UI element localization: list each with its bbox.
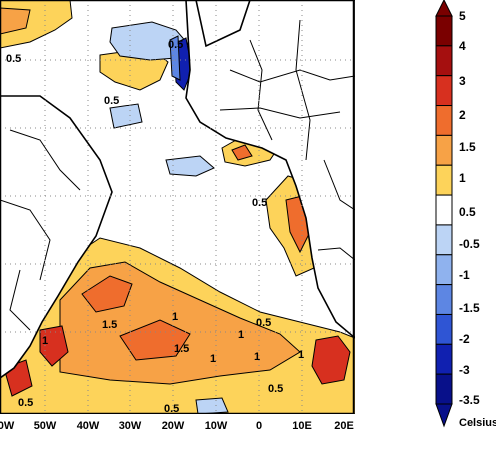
guinea-warm-core	[231, 144, 253, 161]
colorbar-level-label: 3	[459, 74, 466, 88]
x-tick-label: 20W	[161, 420, 185, 432]
iberian-cool-ring	[169, 35, 181, 81]
colorbar-swatch	[435, 343, 453, 375]
colorbar-level-label: 1	[459, 171, 466, 185]
contour-label: 1	[298, 349, 304, 361]
x-tick-label: 30W	[118, 420, 142, 432]
colorbar-swatch	[435, 284, 453, 315]
contour-label: 0.5	[164, 403, 179, 414]
colorbar-swatch	[435, 164, 453, 196]
colorbar-level-label: -3.5	[459, 393, 480, 407]
sst-anomaly-map: 0.5 0.5 0.5 0.5 1.5 1 1 1 1.5 0.5 1 1 0.…	[0, 0, 355, 414]
contour-label: 0.5	[104, 95, 119, 107]
colorbar-swatch	[435, 313, 453, 345]
colorbar-top-arrow	[435, 0, 453, 17]
colorbar-level-label: 5	[459, 9, 466, 23]
map-canvas: 0.5 0.5 0.5 0.5 1.5 1 1 1 1.5 0.5 1 1 0.…	[0, 0, 355, 414]
x-tick-label: 50W	[33, 420, 57, 432]
mid-cool-patch	[109, 103, 143, 129]
contour-label: 1	[172, 311, 178, 323]
colorbar-level-label: -3	[459, 363, 470, 377]
colorbar-swatch	[435, 254, 453, 286]
x-tick-label: 40W	[76, 420, 100, 432]
contour-label: 0.5	[6, 53, 21, 65]
country-borders	[0, 19, 355, 331]
colorbar-swatches	[435, 15, 453, 405]
south-atlantic-hot-core-a	[81, 275, 133, 313]
contour-label: 1.5	[102, 319, 117, 331]
colorbar-unit-label: Celsius	[459, 417, 496, 429]
x-tick-label: 50W	[0, 420, 15, 432]
contour-label: 0.5	[18, 397, 33, 409]
north-warm-patch-core	[0, 7, 31, 35]
x-tick-label: 0	[255, 420, 263, 432]
colorbar-level-label: 4	[459, 39, 466, 53]
x-tick-label: 10E	[292, 420, 312, 432]
colorbar-swatch	[435, 134, 453, 166]
contour-label: 1	[254, 351, 260, 363]
graticule	[0, 0, 355, 414]
colorbar-swatch	[435, 75, 453, 107]
contour-label: 1.5	[174, 343, 189, 355]
land-masses	[0, 0, 355, 379]
contour-label: 0.5	[268, 383, 283, 395]
contour-labels: 0.5 0.5 0.5 0.5 1.5 1 1 1 1.5 0.5 1 1 0.…	[6, 39, 304, 414]
contour-label: 1	[210, 353, 216, 365]
east-boundary-hot-core	[311, 335, 351, 385]
colorbar-level-label: 0.5	[459, 205, 476, 219]
colorbar-level-label: -1	[459, 268, 470, 282]
contour-label: 0.5	[252, 197, 267, 209]
southeast-cool-patch	[195, 397, 229, 414]
colorbar-swatch	[435, 224, 453, 256]
contour-label: 1	[238, 329, 244, 341]
colorbar-level-label: 1.5	[459, 140, 476, 154]
colorbar-swatch	[435, 45, 453, 77]
colorbar-level-label: -1.5	[459, 301, 480, 315]
x-tick-label: 10W	[204, 420, 228, 432]
colorbar	[435, 0, 453, 428]
map-frame	[0, 0, 355, 414]
colorbar-swatch	[435, 194, 453, 226]
colorbar-level-label: 2	[459, 108, 466, 122]
europe-landmass	[195, 0, 251, 48]
colorbar-level-label: -2	[459, 332, 470, 346]
tropical-cool-patch	[165, 155, 215, 177]
colorbar-bottom-arrow	[435, 403, 453, 428]
africa-landmass	[185, 0, 355, 340]
colorbar-swatch	[435, 105, 453, 136]
x-tick-label: 20E	[334, 420, 354, 432]
brazil-coast-hot-core	[39, 325, 69, 367]
contour-label: 1	[42, 335, 48, 347]
warm-anomaly-patches	[0, 0, 355, 414]
colorbar-level-label: -0.5	[459, 237, 480, 251]
contour-label: 0.5	[168, 39, 183, 51]
south-america-landmass	[0, 95, 113, 379]
contour-label: 0.5	[256, 317, 271, 329]
colorbar-swatch	[435, 15, 453, 47]
colorbar-swatch	[435, 373, 453, 405]
